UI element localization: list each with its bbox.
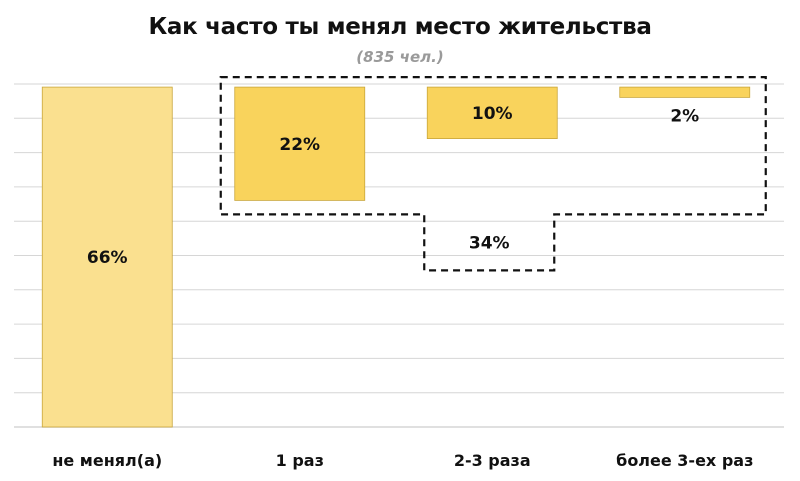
data-label: 10% (472, 104, 513, 124)
bar (426, 86, 558, 139)
data-label: 66% (87, 248, 128, 268)
data-label: 22% (279, 135, 320, 155)
x-tick-label: не менял(а) (52, 451, 162, 470)
group-total-label: 34% (469, 233, 510, 253)
chart-title: Как часто ты менял место жительства (148, 14, 652, 40)
x-tick-label: 2-3 раза (454, 451, 531, 470)
data-label: 2% (670, 106, 699, 126)
x-tick-label: более 3-ех раз (616, 451, 753, 470)
x-tick-label: 1 раз (276, 451, 324, 470)
bar (41, 86, 173, 428)
group-total-outline (219, 76, 767, 272)
bar (619, 86, 751, 98)
bar (234, 86, 366, 201)
chart-subtitle: (835 чел.) (356, 48, 444, 66)
